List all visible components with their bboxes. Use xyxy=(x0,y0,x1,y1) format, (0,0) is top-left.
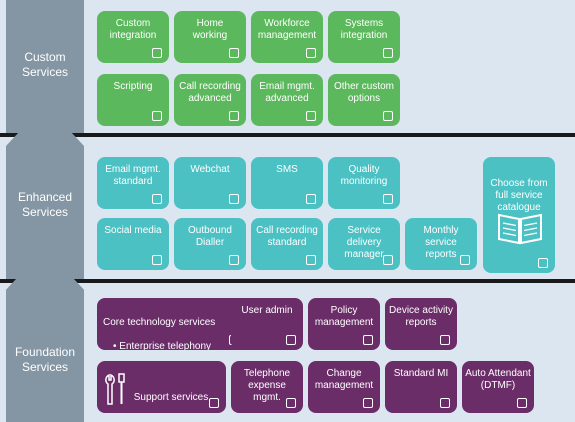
checkbox-icon xyxy=(229,48,239,58)
divider-bottom xyxy=(0,279,575,283)
tile-custom-integration[interactable]: Custom integration xyxy=(97,11,169,63)
tile-label: Scripting xyxy=(113,81,153,92)
tile-label: Call recording advanced xyxy=(179,81,241,104)
checkbox-icon xyxy=(229,255,239,265)
tile-email-mgmt-standard[interactable]: Email mgmt. standard xyxy=(97,157,169,209)
tile-device-activity-reports[interactable]: Device activity reports xyxy=(385,298,457,350)
checkbox-icon xyxy=(286,398,296,408)
tile-quality-monitoring[interactable]: Quality monitoring xyxy=(328,157,400,209)
checkbox-icon xyxy=(306,48,316,58)
tile-label: Email mgmt. advanced xyxy=(259,81,315,104)
tile-home-working[interactable]: Home working xyxy=(174,11,246,63)
open-book-icon xyxy=(498,213,542,245)
tile-email-mgmt-advanced[interactable]: Email mgmt. advanced xyxy=(251,74,323,126)
custom-services-label: Custom Services xyxy=(21,50,68,79)
foundation-services-label: Foundation Services xyxy=(14,345,76,374)
checkbox-icon xyxy=(363,398,373,408)
checkbox-icon xyxy=(538,258,548,268)
tile-label: User admin xyxy=(241,305,293,316)
tile-webchat[interactable]: Webchat xyxy=(174,157,246,209)
tile-auto-attendant[interactable]: Auto Attendant (DTMF) xyxy=(462,361,534,413)
tile-label: Auto Attendant (DTMF) xyxy=(465,368,531,391)
tile-user-admin[interactable]: User admin xyxy=(231,298,303,350)
tile-label: Quality monitoring xyxy=(340,164,388,187)
checkbox-icon xyxy=(460,255,470,265)
checkbox-icon xyxy=(363,335,373,345)
tile-call-recording-advanced[interactable]: Call recording advanced xyxy=(174,74,246,126)
core-technology-bullet: • Enterprise telephony xyxy=(113,341,212,350)
core-technology-title: Core technology services xyxy=(103,317,216,328)
tile-label: Systems integration xyxy=(340,18,388,41)
checkbox-icon xyxy=(517,398,527,408)
checkbox-icon xyxy=(306,255,316,265)
checkbox-icon xyxy=(440,335,450,345)
tile-policy-management[interactable]: Policy management xyxy=(308,298,380,350)
tile-label: Policy management xyxy=(314,305,374,328)
checkbox-icon xyxy=(229,194,239,204)
foundation-tier-arrow xyxy=(6,248,84,422)
checkbox-icon xyxy=(440,398,450,408)
tile-outbound-dialler[interactable]: Outbound Dialler xyxy=(174,218,246,270)
checkbox-icon xyxy=(383,48,393,58)
enhanced-services-label: Enhanced Services xyxy=(17,190,73,219)
tile-systems-integration[interactable]: Systems integration xyxy=(328,11,400,63)
checkbox-icon xyxy=(306,194,316,204)
tile-label: Service delivery manager xyxy=(344,225,384,260)
tile-label: Device activity reports xyxy=(389,305,453,328)
tile-label: Choose from full service catalogue xyxy=(490,178,548,213)
tile-label: Social media xyxy=(104,225,162,236)
tile-standard-mi[interactable]: Standard MI xyxy=(385,361,457,413)
checkbox-icon xyxy=(152,255,162,265)
tile-label: Workforce management xyxy=(257,18,317,41)
tile-service-delivery-manager[interactable]: Service delivery manager xyxy=(328,218,400,270)
tools-icon xyxy=(105,373,125,405)
tile-workforce-management[interactable]: Workforce management xyxy=(251,11,323,63)
tile-label: Call recording standard xyxy=(256,225,318,248)
tile-label: Change management xyxy=(314,368,374,391)
tile-social-media[interactable]: Social media xyxy=(97,218,169,270)
tile-label: Home working xyxy=(192,18,228,41)
tile-label: Monthly service reports xyxy=(423,225,459,260)
tile-change-management[interactable]: Change management xyxy=(308,361,380,413)
tile-core-technology-services[interactable]: Core technology services • Enterprise te… xyxy=(97,298,246,350)
checkbox-icon xyxy=(152,48,162,58)
tile-label: Webchat xyxy=(190,164,230,175)
tile-other-custom-options[interactable]: Other custom options xyxy=(328,74,400,126)
checkbox-icon xyxy=(383,255,393,265)
checkbox-icon xyxy=(383,111,393,121)
tile-label: Other custom options xyxy=(333,81,395,104)
checkbox-icon xyxy=(383,194,393,204)
divider-top xyxy=(0,133,575,137)
tile-label: SMS xyxy=(276,164,298,175)
checkbox-icon xyxy=(306,111,316,121)
checkbox-icon xyxy=(209,398,219,408)
tile-monthly-service-reports[interactable]: Monthly service reports xyxy=(405,218,477,270)
tile-choose-from-catalogue[interactable]: Choose from full service catalogue xyxy=(483,157,555,273)
tile-sms[interactable]: SMS xyxy=(251,157,323,209)
tile-label: Outbound Dialler xyxy=(188,225,232,248)
tile-label: Custom integration xyxy=(109,18,157,41)
checkbox-icon xyxy=(286,335,296,345)
tile-label: Support services xyxy=(133,392,209,403)
tile-label: Email mgmt. standard xyxy=(105,164,161,187)
checkbox-icon xyxy=(152,111,162,121)
tile-label: Telephone expense mgmt. xyxy=(243,368,291,403)
tile-support-services[interactable]: Support services xyxy=(97,361,226,413)
tile-call-recording-standard[interactable]: Call recording standard xyxy=(251,218,323,270)
checkbox-icon xyxy=(152,194,162,204)
tile-telephone-expense-mgmt[interactable]: Telephone expense mgmt. xyxy=(231,361,303,413)
tile-label: Standard MI xyxy=(393,368,449,379)
tile-scripting[interactable]: Scripting xyxy=(97,74,169,126)
checkbox-icon xyxy=(229,111,239,121)
